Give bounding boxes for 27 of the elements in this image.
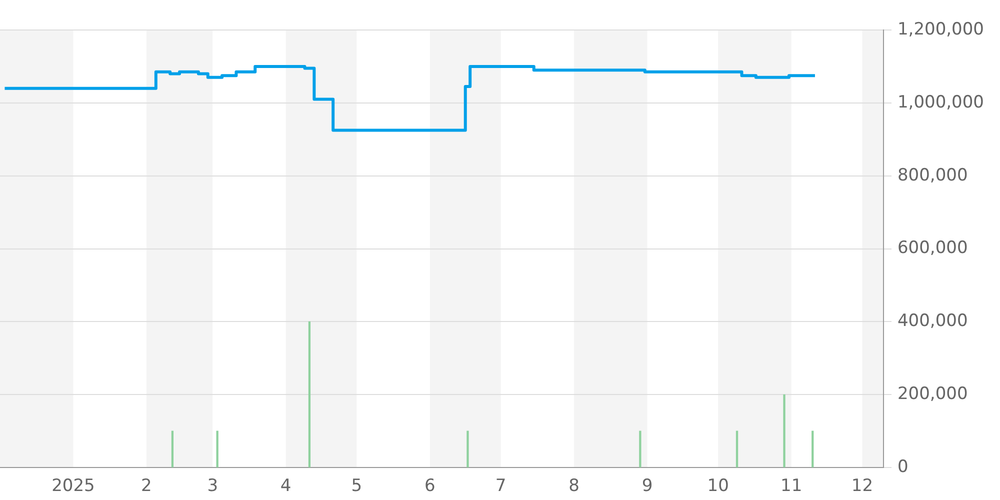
bar: [466, 430, 469, 468]
x-tick-label: 2: [141, 476, 152, 496]
y-tick-label: 600,000: [897, 238, 968, 258]
x-tick-label: 4: [280, 476, 292, 496]
x-tick-label: 8: [568, 476, 580, 496]
y-tick-label: 1,000,000: [897, 92, 984, 112]
y-tick-label: 200,000: [897, 384, 968, 404]
y-tick-label: 0: [897, 457, 908, 478]
bar: [171, 430, 174, 468]
x-tick-label: 3: [207, 476, 218, 496]
x-tick-label: 5: [351, 476, 362, 496]
y-tick-label: 400,000: [897, 311, 968, 332]
bar: [783, 394, 786, 468]
bar: [639, 430, 642, 468]
x-tick-label: 7: [495, 476, 506, 496]
x-tick-label: 11: [780, 476, 802, 496]
x-tick-label: 2025: [52, 476, 95, 496]
y-tick-label: 800,000: [897, 165, 968, 186]
x-tick-label: 9: [642, 476, 653, 496]
bar: [308, 321, 311, 468]
bar: [812, 430, 814, 468]
x-tick-label: 6: [424, 476, 436, 496]
bar: [736, 430, 738, 468]
y-tick-label: 1,200,000: [897, 19, 984, 40]
x-tick-label: 12: [851, 476, 874, 496]
bar: [216, 430, 218, 468]
x-tick-label: 10: [707, 476, 729, 496]
